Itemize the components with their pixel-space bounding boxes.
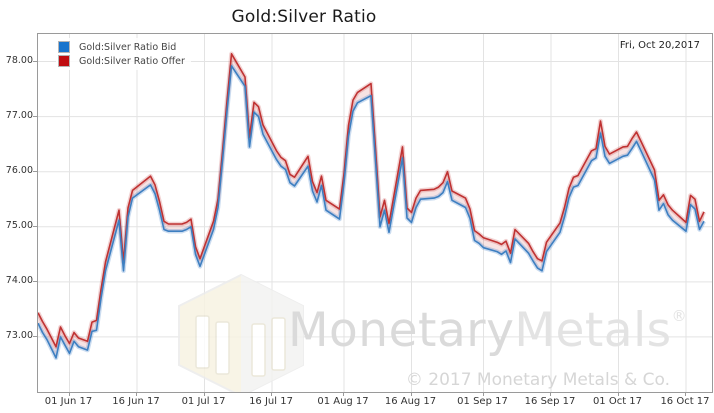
y-tick-label: 75.00 bbox=[5, 219, 33, 231]
chart-title: Gold:Silver Ratio bbox=[231, 7, 377, 27]
x-tick-mark bbox=[203, 392, 205, 396]
y-tick-label: 74.00 bbox=[5, 274, 33, 286]
legend-label-bid: Gold:Silver Ratio Bid bbox=[79, 41, 177, 53]
legend-label-offer: Gold:Silver Ratio Offer bbox=[79, 55, 185, 67]
x-tick-mark bbox=[410, 392, 412, 396]
last-date-label: Fri, Oct 20,2017 bbox=[619, 40, 700, 51]
x-tick-label: 01 Oct 17 bbox=[592, 396, 643, 407]
x-tick-mark bbox=[482, 392, 484, 396]
y-tick-label: 73.00 bbox=[5, 329, 33, 341]
legend-item-offer[interactable]: Gold:Silver Ratio Offer bbox=[58, 54, 185, 68]
x-tick-mark bbox=[136, 392, 137, 396]
y-tick-label: 77.00 bbox=[5, 109, 33, 121]
bid-swatch-icon bbox=[58, 41, 70, 53]
x-tick-label: 16 Oct 17 bbox=[660, 396, 710, 407]
y-tick-mark bbox=[33, 280, 37, 282]
x-tick-label: 16 Jun 17 bbox=[112, 396, 160, 407]
watermark-logo-icon bbox=[178, 273, 304, 392]
x-tick-label: 01 Jul 17 bbox=[181, 396, 226, 407]
chart-canvas[interactable]: MonetaryMetals® © 2017 Monetary Metals & … bbox=[38, 34, 712, 392]
y-tick-mark bbox=[33, 225, 37, 227]
bid-line bbox=[38, 65, 705, 359]
legend-item-bid[interactable]: Gold:Silver Ratio Bid bbox=[58, 40, 185, 54]
x-tick-label: 01 Jun 17 bbox=[44, 396, 93, 407]
y-tick-mark bbox=[33, 60, 37, 62]
x-tick-label: 16 Jul 17 bbox=[249, 396, 293, 407]
x-tick-label: 01 Aug 17 bbox=[317, 396, 369, 407]
x-tick-mark bbox=[550, 392, 551, 396]
x-tick-mark bbox=[617, 392, 619, 396]
legend: Gold:Silver Ratio Bid Gold:Silver Ratio … bbox=[56, 38, 191, 70]
plot-area: MonetaryMetals® © 2017 Monetary Metals & … bbox=[37, 33, 713, 393]
y-tick-mark bbox=[33, 115, 37, 117]
y-tick-mark bbox=[33, 170, 37, 172]
offer-swatch-icon bbox=[58, 55, 70, 67]
x-tick-mark bbox=[685, 392, 686, 396]
watermark-copyright-text: © 2017 Monetary Metals & Co. bbox=[406, 370, 670, 390]
offer-line bbox=[38, 53, 705, 348]
y-tick-mark bbox=[33, 335, 37, 337]
x-tick-mark bbox=[271, 392, 272, 396]
y-tick-label: 76.00 bbox=[5, 164, 33, 176]
x-tick-mark bbox=[343, 392, 344, 396]
x-tick-label: 16 Sep 17 bbox=[524, 396, 576, 407]
watermark-brand-text: MonetaryMetals® bbox=[288, 303, 687, 358]
x-tick-mark bbox=[68, 392, 70, 396]
y-tick-label: 78.00 bbox=[5, 54, 33, 66]
x-tick-label: 01 Sep 17 bbox=[457, 396, 508, 407]
x-tick-label: 16 Aug 17 bbox=[384, 396, 437, 407]
